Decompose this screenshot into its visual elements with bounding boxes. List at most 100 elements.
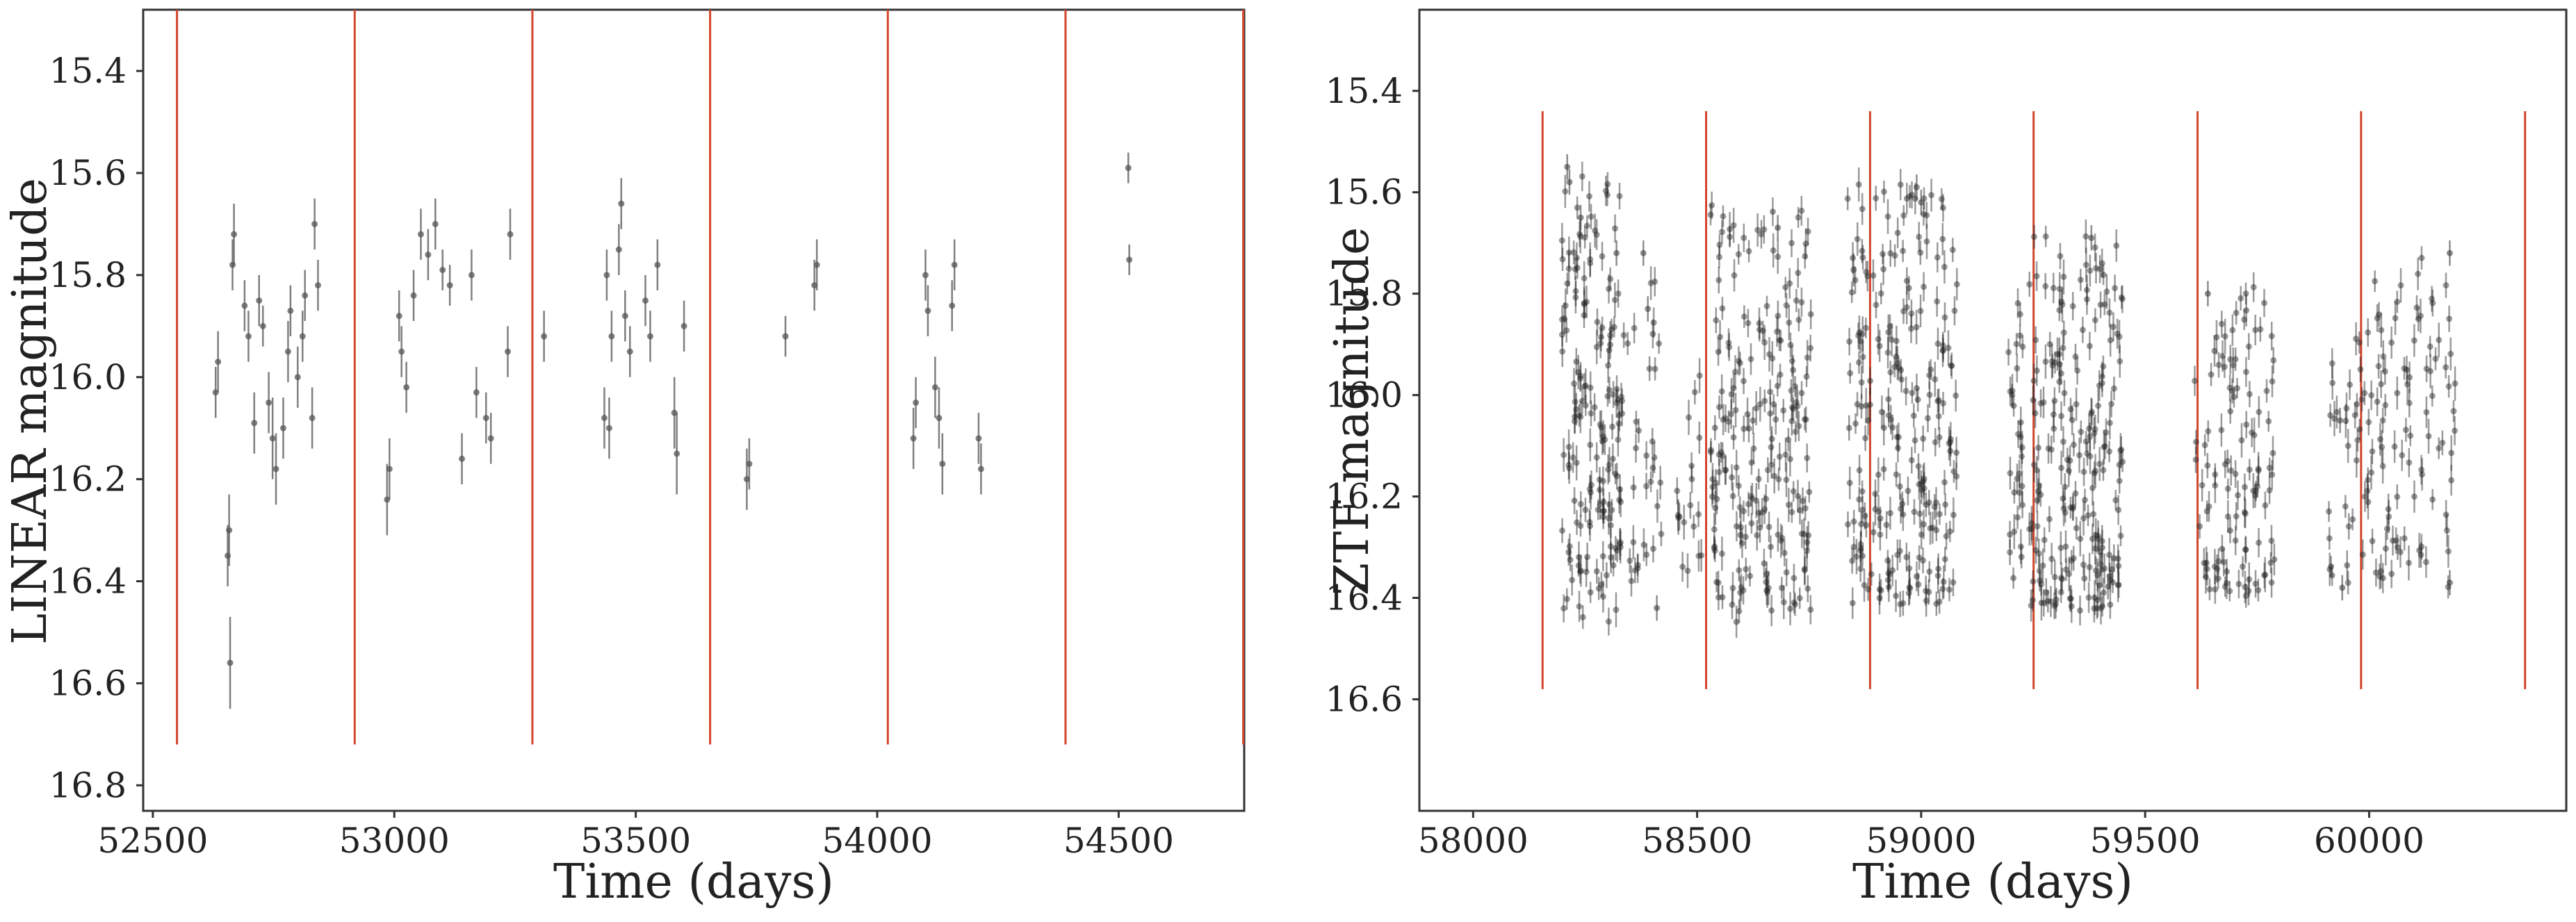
ztf-y-tick-label: 16.4	[1326, 578, 1403, 618]
ztf-data-point	[2035, 482, 2042, 489]
ztf-data-point	[2242, 546, 2249, 553]
ztf-data-point	[1599, 438, 1606, 445]
ztf-data-point	[1859, 331, 1866, 338]
ztf-data-point	[1595, 507, 1601, 513]
ztf-data-point	[1916, 554, 1923, 561]
ztf-data-point	[1581, 383, 1588, 390]
ztf-data-point	[2050, 411, 2057, 418]
ztf-data-point	[2219, 352, 2226, 359]
ztf-data-point	[1617, 498, 1624, 505]
ztf-data-point	[1893, 471, 1900, 478]
linear-y-tick-label: 15.6	[49, 153, 127, 193]
ztf-data-point	[2073, 401, 2080, 408]
ztf-data-point	[1593, 568, 1600, 575]
ztf-data-point	[2429, 299, 2436, 306]
ztf-data-point	[1920, 478, 1927, 485]
ztf-data-point	[1949, 247, 1956, 254]
ztf-data-point	[1909, 191, 1916, 198]
ztf-data-point	[1718, 449, 1725, 456]
ztf-data-point	[2062, 509, 2069, 516]
ztf-data-point	[1891, 363, 1898, 370]
ztf-data-point	[2361, 390, 2368, 397]
linear-data-point	[977, 466, 984, 472]
ztf-data-point	[2030, 578, 2037, 585]
ztf-data-point	[1630, 484, 1637, 491]
linear-y-tick-label: 15.4	[49, 51, 127, 91]
ztf-data-point	[1896, 483, 1903, 490]
ztf-data-point	[1620, 331, 1627, 338]
ztf-data-point	[1640, 249, 1647, 256]
ztf-data-point	[1759, 509, 1766, 516]
ztf-data-point	[2450, 408, 2457, 415]
ztf-data-point	[2233, 309, 2240, 316]
ztf-data-point	[2091, 470, 2098, 477]
ztf-data-point	[2074, 367, 2081, 374]
ztf-data-point	[2269, 471, 2276, 478]
ztf-data-point	[2260, 299, 2267, 306]
ztf-data-point	[1894, 445, 1901, 452]
ztf-data-point	[1913, 385, 1920, 392]
ztf-data-point	[1613, 400, 1620, 406]
ztf-data-point	[1596, 476, 1603, 483]
ztf-data-point	[2203, 559, 2210, 566]
ztf-data-point	[2243, 421, 2250, 428]
ztf-y-tick-label: 16.2	[1326, 477, 1403, 517]
ztf-data-point	[1565, 443, 1572, 450]
ztf-data-point	[1905, 285, 1912, 292]
ztf-data-point	[1939, 347, 1946, 354]
ztf-data-point	[1873, 302, 1880, 308]
ztf-data-point	[1763, 587, 1770, 594]
ztf-data-point	[1933, 600, 1940, 607]
ztf-data-point	[1884, 349, 1891, 356]
ztf-data-point	[2206, 586, 2213, 593]
ztf-data-point	[1718, 388, 1725, 395]
ztf-data-point	[2042, 283, 2049, 290]
ztf-data-point	[1649, 438, 1656, 445]
ztf-data-point	[1847, 370, 1854, 377]
ztf-data-point	[1711, 543, 1718, 550]
ztf-data-point	[1872, 506, 1879, 513]
ztf-data-point	[2262, 502, 2269, 509]
ztf-data-point	[1713, 495, 1720, 502]
ztf-data-point	[2415, 315, 2422, 322]
ztf-data-point	[1903, 277, 1910, 284]
ztf-data-point	[1601, 436, 1608, 443]
ztf-data-point	[1730, 385, 1737, 392]
ztf-data-point	[1577, 413, 1584, 420]
ztf-data-point	[1783, 477, 1790, 484]
linear-x-tick-label: 54500	[1063, 821, 1174, 861]
ztf-data-point	[1741, 425, 1747, 432]
ztf-data-point	[2106, 448, 2113, 455]
ztf-data-point	[1675, 514, 1682, 521]
ztf-data-point	[2047, 598, 2054, 605]
ztf-data-point	[2083, 286, 2090, 293]
ztf-data-point	[2213, 334, 2220, 340]
ztf-data-point	[1735, 251, 1742, 258]
ztf-data-point	[1573, 358, 1580, 365]
ztf-data-point	[1807, 345, 1814, 352]
ztf-data-point	[2266, 487, 2273, 494]
ztf-data-point	[2329, 572, 2335, 579]
ztf-data-point	[2051, 397, 2058, 404]
ztf-data-point	[2118, 294, 2125, 301]
ztf-data-point	[2356, 426, 2363, 433]
ztf-data-point	[1905, 590, 1912, 597]
ztf-data-point	[1856, 496, 1863, 503]
ztf-data-point	[2057, 370, 2064, 377]
ztf-data-point	[1643, 452, 1650, 459]
ztf-data-point	[1573, 406, 1580, 413]
ztf-y-tick-label: 15.8	[1326, 274, 1403, 314]
ztf-data-point	[2092, 468, 2099, 475]
ztf-data-point	[2096, 382, 2103, 389]
ztf-data-point	[1761, 506, 1768, 513]
ztf-data-point	[1857, 541, 1864, 548]
ztf-data-point	[2211, 347, 2218, 354]
ztf-data-point	[1743, 566, 1750, 573]
ztf-data-point	[2230, 361, 2237, 368]
ztf-data-point	[2116, 461, 2123, 468]
ztf-data-point	[2013, 340, 2020, 347]
ztf-data-point	[1619, 397, 1626, 404]
ztf-data-point	[1880, 466, 1887, 472]
ztf-data-point	[1802, 416, 1809, 423]
ztf-data-point	[2016, 489, 2023, 496]
